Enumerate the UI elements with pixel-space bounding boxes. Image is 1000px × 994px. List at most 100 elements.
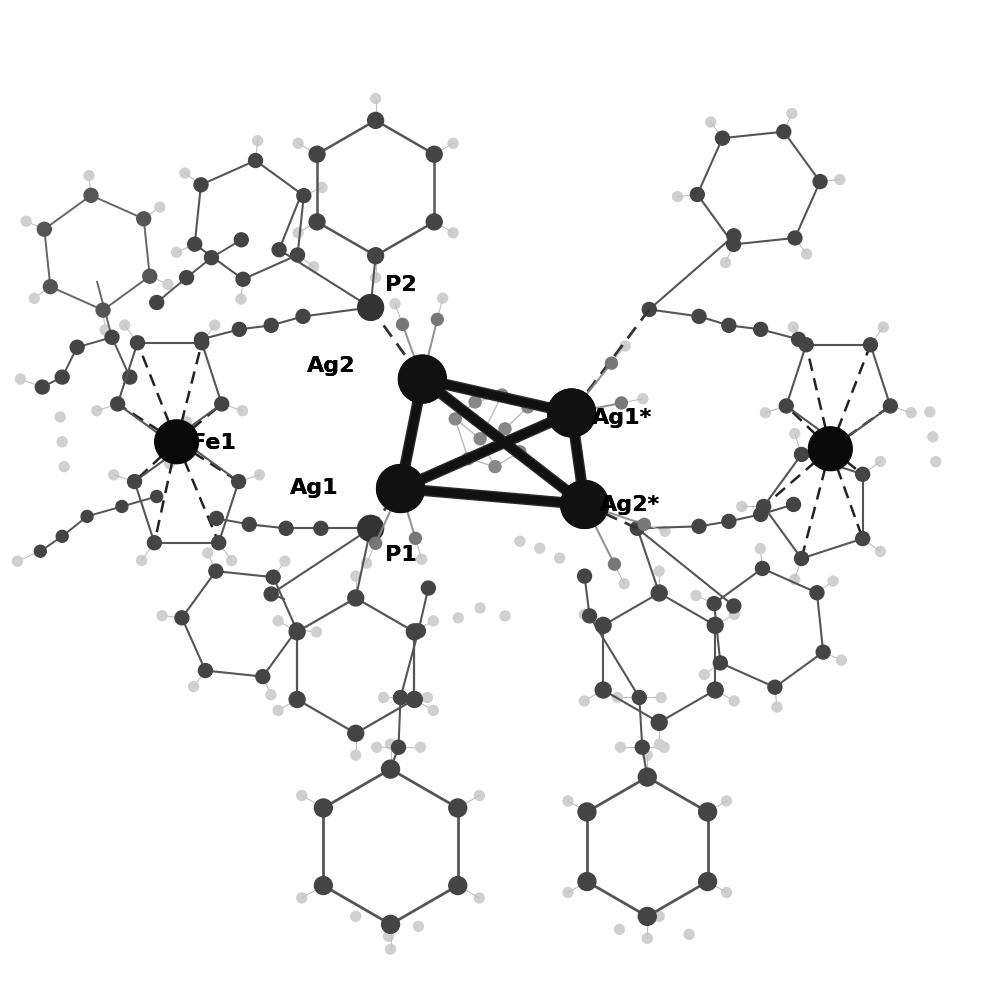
Circle shape <box>256 670 270 684</box>
Circle shape <box>906 409 916 418</box>
Circle shape <box>254 470 264 480</box>
Circle shape <box>795 448 808 462</box>
Circle shape <box>362 559 372 569</box>
Circle shape <box>57 437 67 447</box>
Circle shape <box>722 319 736 333</box>
Circle shape <box>635 741 649 754</box>
Circle shape <box>754 508 768 522</box>
Circle shape <box>757 500 771 514</box>
Circle shape <box>209 565 223 579</box>
Circle shape <box>232 475 246 489</box>
Circle shape <box>659 743 669 752</box>
Text: Ag1: Ag1 <box>290 477 339 497</box>
Circle shape <box>116 501 128 513</box>
Circle shape <box>561 481 608 529</box>
Circle shape <box>253 136 263 146</box>
Circle shape <box>309 147 325 163</box>
Circle shape <box>654 740 664 749</box>
Circle shape <box>654 567 664 577</box>
Circle shape <box>727 230 741 244</box>
Circle shape <box>474 433 486 445</box>
Circle shape <box>189 682 199 692</box>
Circle shape <box>242 518 256 532</box>
Circle shape <box>522 402 534 414</box>
Circle shape <box>70 341 84 355</box>
Circle shape <box>415 743 425 752</box>
Circle shape <box>175 611 189 625</box>
Circle shape <box>514 446 526 458</box>
Circle shape <box>615 743 625 752</box>
Circle shape <box>358 516 384 542</box>
Circle shape <box>790 575 800 584</box>
Circle shape <box>548 390 596 437</box>
Circle shape <box>883 400 897 414</box>
Circle shape <box>29 294 39 304</box>
Circle shape <box>413 921 423 931</box>
Circle shape <box>212 536 226 550</box>
Circle shape <box>43 280 57 294</box>
Circle shape <box>583 609 597 623</box>
Text: Fe1: Fe1 <box>191 432 235 452</box>
Circle shape <box>147 536 161 550</box>
Circle shape <box>561 481 608 529</box>
Circle shape <box>364 522 378 536</box>
Circle shape <box>368 248 384 264</box>
Circle shape <box>421 581 435 595</box>
Circle shape <box>157 611 167 621</box>
Circle shape <box>831 437 845 451</box>
Circle shape <box>638 395 648 405</box>
Circle shape <box>572 492 588 508</box>
Circle shape <box>788 232 802 246</box>
Circle shape <box>351 911 361 921</box>
Circle shape <box>364 301 378 315</box>
Circle shape <box>692 310 706 324</box>
Circle shape <box>656 693 666 703</box>
Circle shape <box>595 617 611 634</box>
Circle shape <box>449 799 467 817</box>
Circle shape <box>426 147 442 163</box>
Circle shape <box>182 417 192 427</box>
Circle shape <box>555 554 565 564</box>
Circle shape <box>96 304 110 318</box>
Circle shape <box>249 154 262 168</box>
Circle shape <box>409 533 421 545</box>
Circle shape <box>382 760 400 778</box>
Circle shape <box>772 703 782 713</box>
Circle shape <box>779 400 793 414</box>
Circle shape <box>578 873 596 891</box>
Circle shape <box>559 401 575 416</box>
Circle shape <box>180 169 190 179</box>
Circle shape <box>836 656 846 666</box>
Circle shape <box>297 791 307 800</box>
Circle shape <box>406 624 422 640</box>
Circle shape <box>368 113 384 129</box>
Circle shape <box>535 544 545 554</box>
Text: Fe1: Fe1 <box>191 432 235 452</box>
Circle shape <box>760 409 770 418</box>
Circle shape <box>469 397 481 409</box>
Circle shape <box>397 319 408 331</box>
Circle shape <box>754 323 768 337</box>
Circle shape <box>289 692 305 708</box>
Circle shape <box>351 572 361 581</box>
Circle shape <box>448 229 458 239</box>
Circle shape <box>92 407 102 416</box>
Circle shape <box>595 682 611 698</box>
Circle shape <box>448 139 458 149</box>
Circle shape <box>499 423 511 435</box>
Text: Ag2*: Ag2* <box>600 495 660 515</box>
Circle shape <box>394 691 407 705</box>
Circle shape <box>266 571 280 584</box>
Circle shape <box>802 249 812 259</box>
Circle shape <box>123 371 137 385</box>
Text: Ag1: Ag1 <box>290 477 339 497</box>
Circle shape <box>810 586 824 600</box>
Circle shape <box>727 599 741 613</box>
Circle shape <box>799 339 813 353</box>
Circle shape <box>194 179 208 193</box>
Circle shape <box>684 929 694 939</box>
Circle shape <box>640 770 654 784</box>
Circle shape <box>384 762 398 776</box>
Circle shape <box>496 390 508 402</box>
Circle shape <box>12 557 22 567</box>
